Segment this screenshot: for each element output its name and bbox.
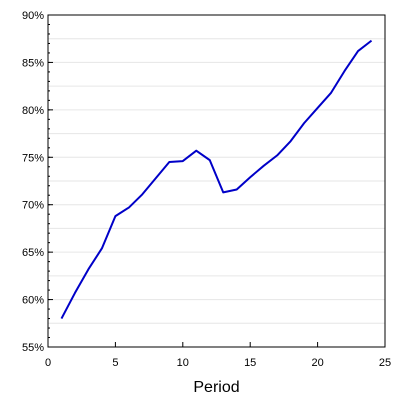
x-tick-label: 15 (244, 357, 256, 369)
x-axis-ticks: 0 5 10 15 20 25 (45, 342, 391, 369)
gridlines (48, 14, 385, 348)
x-axis-title: Period (193, 379, 239, 396)
y-tick-label: 90% (22, 10, 44, 22)
series-lines (60, 39, 373, 320)
series-line (60, 39, 373, 320)
x-tick-label: 0 (45, 357, 51, 369)
y-tick-label: 85% (22, 57, 44, 69)
x-tick-label: 10 (177, 357, 189, 369)
x-tick-label: 5 (112, 357, 118, 369)
x-tick-label: 25 (379, 357, 391, 369)
y-tick-label: 60% (22, 295, 44, 307)
x-tick-label: 20 (311, 357, 323, 369)
y-tick-label: 70% (22, 200, 44, 212)
y-tick-label: 80% (22, 105, 44, 117)
y-tick-label: 65% (22, 247, 44, 259)
y-tick-label: 75% (22, 152, 44, 164)
y-tick-label: 55% (22, 342, 44, 354)
y-axis-ticks: 55% 60% 65% 70% 75% 80% 85% 90% (22, 10, 53, 354)
plot-frame (47, 14, 386, 348)
